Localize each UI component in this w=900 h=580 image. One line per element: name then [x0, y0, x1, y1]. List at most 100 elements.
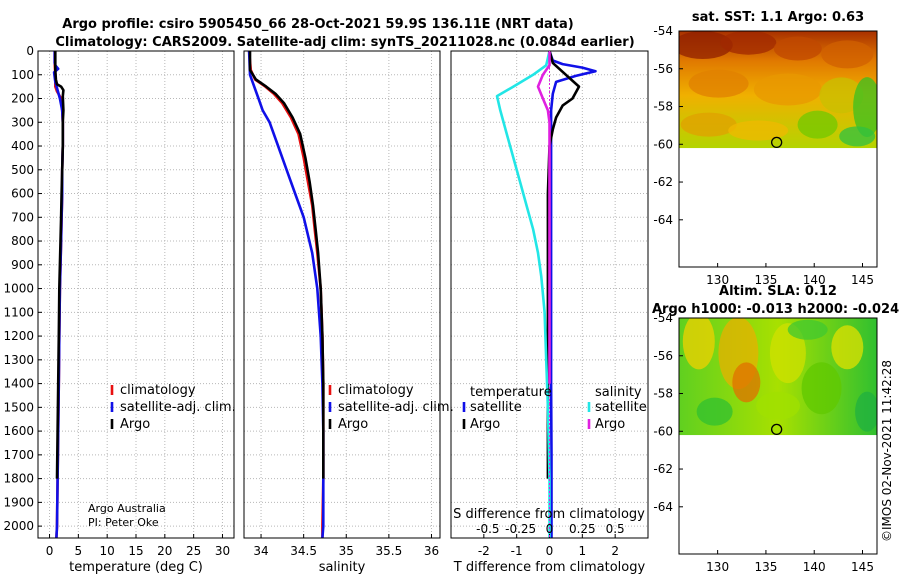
map-field-patch [753, 73, 822, 106]
map-field-patch [797, 110, 838, 139]
legend-label: satellite [595, 400, 647, 415]
map-field-patch [821, 40, 874, 69]
y-tick-label: 2000 [3, 519, 34, 533]
x-tick-label: 25 [186, 544, 201, 558]
map-sla_map: -54 -56 -58 -60 -62 -64 130 135 140 145 Altim. SLA… [652, 284, 899, 574]
y-tick-label: 600 [11, 187, 34, 201]
x-tick-label: 0 [46, 544, 54, 558]
x-tick-label-top: 0.5 [606, 522, 625, 536]
map-field-patch [831, 325, 864, 370]
y-tick-label: 200 [11, 92, 34, 106]
y-tick-label: 800 [11, 234, 34, 248]
x-tick-label: 34.5 [290, 544, 317, 558]
panel-difference: -2 -1 0 1 2 T difference from climatology S di… [450, 50, 649, 575]
x-tick-label: 35.5 [376, 544, 403, 558]
x-tick-label: 2 [611, 544, 619, 558]
x-tick-label-top: -0.5 [476, 522, 499, 536]
x-axis-label: temperature (deg C) [69, 560, 203, 575]
map-y-tick-label: -58 [653, 387, 673, 401]
x-tick-label: 34 [253, 544, 268, 558]
note-line: PI: Peter Oke [88, 516, 159, 529]
x-tick-label: 15 [128, 544, 143, 558]
x-tick-label: 20 [157, 544, 172, 558]
map-y-tick-label: -58 [653, 100, 673, 114]
x-tick-label: 35 [339, 544, 354, 558]
map-field-patch [680, 112, 737, 137]
map-y-tick-label: -62 [653, 175, 673, 189]
x-tick-label: 5 [75, 544, 83, 558]
y-tick-label: 1500 [3, 400, 34, 414]
map-field-patch [773, 36, 822, 61]
y-tick-label: 400 [11, 139, 34, 153]
x-tick-label-top: 0.25 [569, 522, 596, 536]
series-line-argo [53, 51, 65, 479]
y-tick-label: 1600 [3, 424, 34, 438]
legend-label: Argo [120, 417, 150, 432]
legend-label: Argo [470, 417, 500, 432]
y-tick-label: 100 [11, 68, 34, 82]
map-field-patch [787, 319, 828, 340]
series-line-climatology [247, 50, 325, 538]
series-line-s-satellite [495, 50, 551, 538]
map-y-tick-label: -60 [653, 137, 673, 151]
map-title: sat. SST: 1.1 Argo: 0.63 [692, 10, 864, 25]
map-title: Argo h1000: -0.013 h2000: -0.024 [652, 302, 899, 317]
map-title: Altim. SLA: 0.12 [719, 284, 837, 299]
map-x-tick-label: 130 [706, 273, 729, 287]
y-tick-label: 300 [11, 115, 34, 129]
map-x-tick-label: 130 [706, 560, 729, 574]
y-tick-label: 0 [26, 44, 34, 58]
argo-float-marker [770, 136, 783, 149]
map-field-texture [682, 318, 877, 432]
legend-label: Argo [338, 417, 368, 432]
x-tick-label: -1 [511, 544, 523, 558]
map-field-patch [688, 69, 749, 98]
map-x-tick-label: 135 [754, 273, 777, 287]
x-tick-label: -2 [478, 544, 490, 558]
legend-label: climatology [120, 383, 196, 398]
legend-label: satellite [470, 400, 522, 415]
map-y-tick-label: -60 [653, 424, 673, 438]
map-y-tick-label: -64 [653, 500, 673, 514]
map-y-tick-label: -62 [653, 462, 673, 476]
map-frame [678, 30, 878, 268]
legend-label: Argo [595, 417, 625, 432]
x-tick-label: 10 [100, 544, 115, 558]
map-y-tick-label: -64 [653, 213, 673, 227]
legend-label: satellite-adj. clim. [120, 400, 236, 415]
x-tick-label-top: 0 [546, 522, 554, 536]
map-field-patch [720, 30, 777, 55]
map-frame [678, 317, 878, 555]
map-field-patch [819, 77, 864, 114]
x-tick-label-top: -0.25 [505, 522, 536, 536]
title-line-2: Climatology: CARS2009. Satellite-adj cli… [55, 35, 634, 50]
map-x-tick-label: 140 [803, 273, 826, 287]
series-line-t-satellite [548, 50, 597, 538]
map-x-tick-label: 145 [851, 560, 874, 574]
x-axis-label-top: S difference from climatology [453, 507, 645, 522]
map-x-tick-label: 135 [754, 560, 777, 574]
argo-float-marker [770, 423, 783, 436]
x-tick-label: 0 [546, 544, 554, 558]
x-tick-label: 36 [424, 544, 439, 558]
y-tick-label: 1700 [3, 448, 34, 462]
x-axis-label: salinity [319, 560, 366, 575]
map-y-tick-label: -54 [653, 311, 673, 325]
y-tick-label: 1100 [3, 305, 34, 319]
map-field-patch [801, 362, 842, 415]
panel-salinity: 34 34.5 35 35.5 36 salinity climatology satelli… [243, 50, 454, 575]
map-field-patch [732, 362, 761, 403]
map-field-texture [679, 30, 877, 147]
map-field-patch [682, 318, 715, 370]
note-line: Argo Australia [88, 502, 166, 515]
map-field-patch [728, 120, 789, 141]
legend-title: temperature [470, 385, 552, 400]
imos-stamp: ©IMOS 02-Nov-2021 11:42:28 [880, 360, 894, 542]
y-tick-label: 700 [11, 210, 34, 224]
y-tick-label: 500 [11, 163, 34, 177]
legend-label: satellite-adj. clim. [338, 400, 454, 415]
x-tick-label: 30 [215, 544, 230, 558]
axes-frame [243, 50, 441, 539]
